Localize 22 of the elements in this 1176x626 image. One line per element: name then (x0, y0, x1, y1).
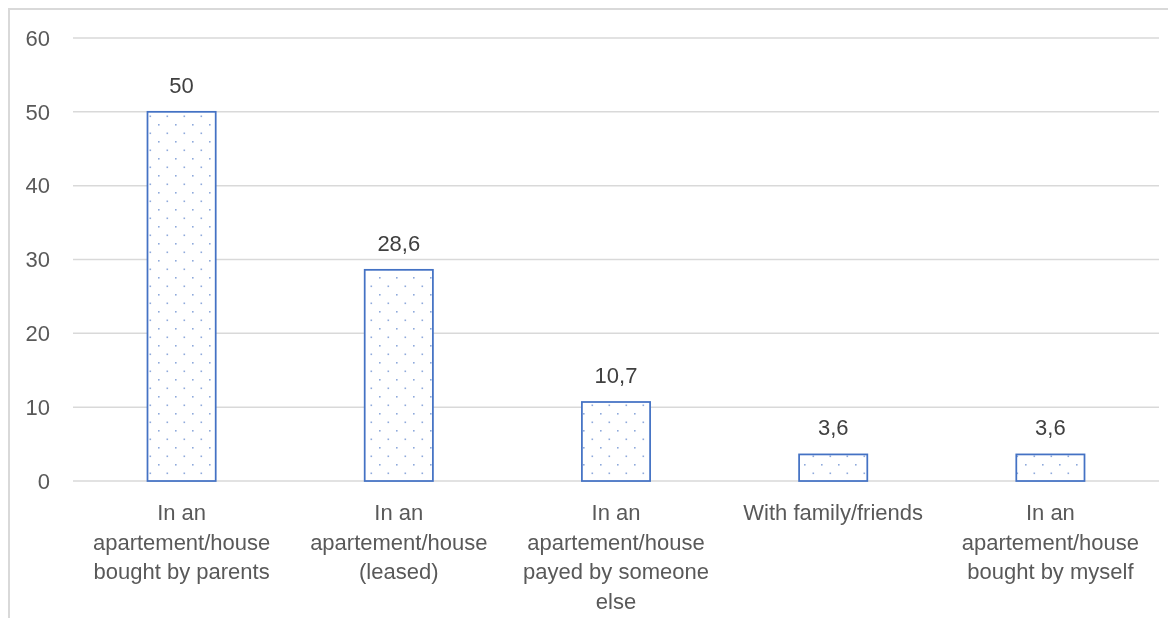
bar (1015, 453, 1086, 482)
data-label: 28,6 (377, 230, 421, 256)
x-tick-label: In an apartement/house payed by someone else (523, 500, 709, 614)
bar (146, 110, 217, 482)
x-tick-label: In an apartement/house (leased) (310, 500, 488, 584)
data-label: 3,6 (817, 415, 849, 441)
y-tick-label: 20 (25, 321, 50, 347)
y-tick-label: 60 (25, 25, 50, 51)
y-tick-label: 30 (25, 247, 50, 273)
x-tick-label: In an apartement/house bought by parents (92, 500, 271, 584)
y-tick-label: 50 (25, 99, 50, 125)
y-tick-label: 0 (37, 468, 50, 494)
y-tick-label: 10 (25, 394, 50, 420)
x-tick-label: In an apartement/house bought by myself (961, 500, 1140, 584)
data-label: 10,7 (594, 363, 638, 388)
data-label: 50 (169, 72, 194, 98)
y-tick-label: 40 (25, 173, 50, 199)
x-tick-label: With family/friends (743, 500, 924, 525)
bar (581, 401, 651, 482)
data-label: 3,6 (1035, 415, 1066, 441)
bar (798, 453, 869, 482)
bar (363, 268, 434, 482)
